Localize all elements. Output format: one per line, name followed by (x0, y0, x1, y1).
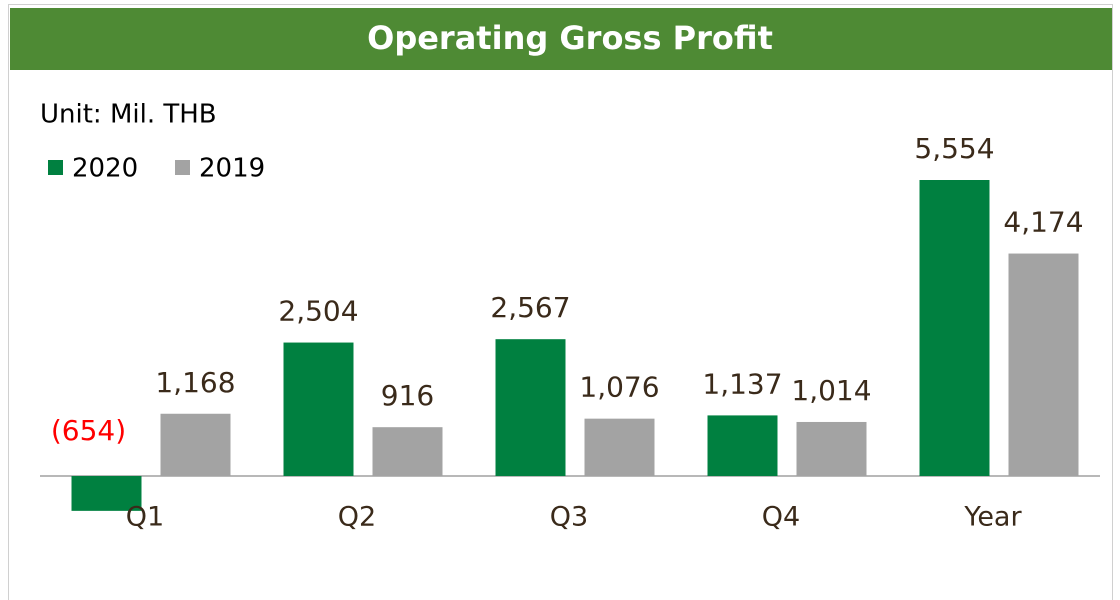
legend-label: 2020 (72, 154, 138, 184)
value-label: 1,076 (579, 371, 659, 404)
bar (372, 427, 443, 476)
legend-label: 2019 (199, 154, 265, 184)
value-label: 2,567 (490, 291, 570, 324)
value-label: 4,174 (1003, 206, 1083, 239)
bar (71, 476, 142, 511)
bar (707, 415, 778, 476)
bar (584, 418, 655, 476)
x-tick-label: Q3 (550, 502, 588, 533)
value-label: 1,137 (702, 367, 782, 400)
chart-title: Operating Gross Profit (367, 19, 773, 57)
subtitle: Unit: Mil. THB (40, 100, 217, 130)
value-label: 1,168 (155, 366, 235, 399)
legend-swatch (175, 160, 190, 175)
legend-swatch (48, 160, 63, 175)
value-label: 5,554 (914, 132, 994, 165)
bar (283, 342, 354, 476)
title-bar (10, 8, 1112, 70)
bar (1008, 253, 1079, 476)
x-tick-label: Year (963, 502, 1022, 533)
value-label: 2,504 (278, 295, 358, 328)
bar (796, 421, 867, 476)
bar (495, 339, 566, 476)
bar (160, 413, 231, 476)
value-label: (654) (51, 414, 126, 447)
x-tick-label: Q2 (338, 502, 376, 533)
frame (8, 4, 1113, 600)
value-label: 916 (381, 379, 434, 412)
bar (919, 180, 990, 476)
value-label: 1,014 (791, 374, 871, 407)
x-tick-label: Q4 (762, 502, 800, 533)
x-tick-label: Q1 (126, 502, 164, 533)
